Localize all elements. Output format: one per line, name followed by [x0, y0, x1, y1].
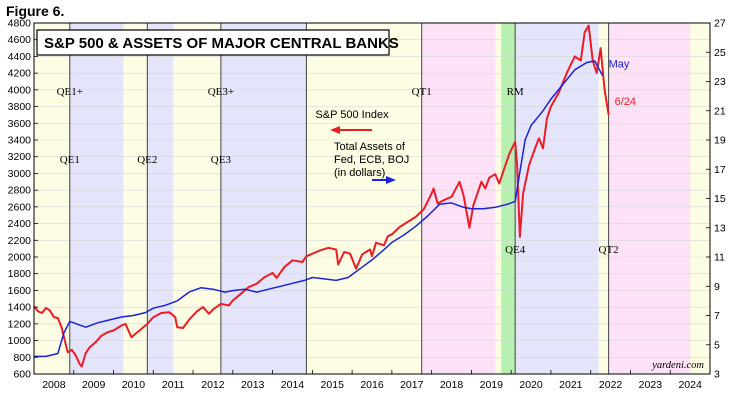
title-box	[36, 29, 390, 56]
x-tick-label: 2009	[82, 379, 106, 391]
axes: 600 800 1000 1200 1400 1600 1800 2000 2200 2400 26…	[8, 18, 726, 392]
x-tick-label: 2015	[321, 379, 345, 391]
x-tick-label: 2014	[281, 379, 305, 391]
x-tick-label: 2012	[201, 379, 225, 391]
right-tick-label: 15	[714, 193, 726, 205]
event-label-qt2: QT2	[599, 244, 619, 256]
period-band-rm	[501, 23, 516, 374]
right-tick-label: 21	[714, 105, 726, 117]
series-layer: 6/24 May	[33, 24, 636, 368]
left-tick-label: 4400	[8, 51, 32, 63]
x-tick-label: 2021	[559, 379, 583, 391]
x-tick-label: 2016	[360, 379, 384, 391]
source-label: yardeni.com	[651, 360, 704, 371]
right-tick-label: 17	[714, 164, 726, 176]
x-tick-label: 2024	[678, 379, 702, 391]
period-band-qe2	[147, 23, 174, 374]
x-tick-label: 2017	[400, 379, 424, 391]
legend-assets-line2: Fed, ECB, BOJ	[334, 154, 409, 166]
left-tick-label: 3600	[8, 118, 32, 130]
event-label-qe1: QE1	[60, 154, 80, 166]
left-tick-label: 1800	[8, 268, 32, 280]
assets-end-label: May	[609, 59, 630, 71]
right-tick-label: 19	[714, 135, 726, 147]
period-band-qe4	[515, 23, 599, 374]
left-tick-label: 2200	[8, 235, 32, 247]
right-tick-label: 23	[714, 76, 726, 88]
event-label-rm: RM	[507, 86, 524, 98]
left-tick-label: 3400	[8, 135, 32, 147]
legend-assets-line3: (in dollars)	[334, 167, 385, 179]
event-label-qt1: QT1	[412, 86, 432, 98]
event-label-qe4: QE4	[505, 244, 526, 256]
period-band-qe1	[69, 23, 124, 374]
legend-sp-arrowhead	[330, 126, 340, 134]
period-band-qt1	[421, 23, 496, 374]
event-labels: QE1+ QE1 QE2 QE3+ QE3 QT1 RM QE4 QT2	[57, 86, 619, 256]
left-tick-label: 1600	[8, 285, 32, 297]
right-tick-label: 7	[714, 310, 720, 322]
left-tick-label: 3800	[8, 101, 32, 113]
x-tick-label: 2022	[599, 379, 623, 391]
left-tick-label: 4600	[8, 34, 32, 46]
left-tick-label: 1000	[8, 335, 32, 347]
event-lines	[69, 23, 610, 374]
period-bands	[34, 23, 710, 374]
right-tick-label: 9	[714, 281, 720, 293]
x-tick-label: 2011	[162, 379, 185, 391]
x-tick-label: 2020	[519, 379, 543, 391]
legend-assets-arrowhead	[386, 176, 396, 184]
right-tick-label: 11	[714, 252, 725, 264]
left-tick-label: 4000	[8, 84, 32, 96]
x-tick-label: 2019	[480, 379, 504, 391]
right-tick-label: 13	[714, 222, 726, 234]
left-tick-label: 2000	[8, 252, 32, 264]
legend-sp-label: S&P 500 Index	[315, 109, 389, 121]
left-tick-label: 4800	[8, 18, 32, 30]
left-tick-label: 1200	[8, 318, 32, 330]
central-bank-assets-line	[34, 60, 604, 358]
figure-label: Figure 6.	[6, 3, 64, 19]
sp500-end-label: 6/24	[615, 96, 636, 108]
period-band-qe3	[220, 23, 307, 374]
x-tick-label: 2018	[440, 379, 464, 391]
period-band-qt2	[608, 23, 691, 374]
right-tick-label: 27	[714, 18, 726, 30]
left-tick-label: 4200	[8, 68, 32, 80]
left-tick-label: 800	[13, 352, 31, 364]
legend: S&P 500 Index Total Assets of Fed, ECB, …	[315, 109, 409, 184]
x-tick-label: 2010	[122, 379, 146, 391]
x-tick-label: 2023	[639, 379, 663, 391]
legend-assets-line1: Total Assets of	[334, 141, 406, 153]
x-tick-label: 2008	[42, 379, 66, 391]
event-label-qe1-plus: QE1+	[57, 86, 83, 98]
right-tick-label: 5	[714, 339, 720, 351]
chart-title: S&P 500 & ASSETS OF MAJOR CENTRAL BANKS	[44, 35, 399, 52]
x-tick-label: 2013	[241, 379, 265, 391]
left-tick-label: 600	[13, 369, 31, 381]
left-tick-label: 2600	[8, 201, 32, 213]
sp500-line	[33, 24, 610, 368]
event-label-qe3-plus: QE3+	[208, 86, 234, 98]
left-tick-label: 2800	[8, 185, 32, 197]
event-label-qe2: QE2	[137, 154, 157, 166]
right-tick-label: 3	[714, 369, 720, 381]
left-tick-label: 3200	[8, 151, 32, 163]
event-label-qe3: QE3	[211, 154, 232, 166]
left-tick-label: 1400	[8, 302, 32, 314]
right-tick-label: 25	[714, 47, 726, 59]
left-tick-label: 3000	[8, 168, 32, 180]
left-tick-label: 2400	[8, 218, 32, 230]
